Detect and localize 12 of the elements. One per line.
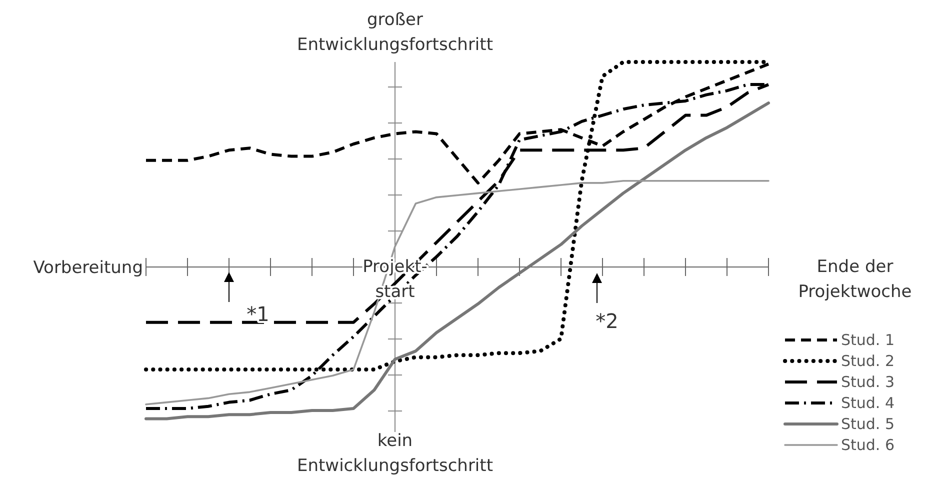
text: kein Entwicklungsfortschritt — [297, 431, 494, 476]
annotation: *2 — [596, 309, 618, 333]
legend-label: Stud. 5 — [841, 415, 895, 433]
legend-label: Stud. 6 — [841, 436, 895, 454]
annotation: *1 — [246, 302, 270, 326]
text: großer Entwicklungsfortschritt — [297, 10, 494, 55]
legend-label: Stud. 2 — [841, 352, 895, 370]
text: Vorbereitung — [33, 258, 143, 278]
legend-label: Stud. 1 — [841, 331, 895, 349]
legend-label: Stud. 4 — [841, 394, 895, 412]
legend-label: Stud. 3 — [841, 373, 895, 391]
text: Ende der Projektwoche — [798, 257, 912, 302]
